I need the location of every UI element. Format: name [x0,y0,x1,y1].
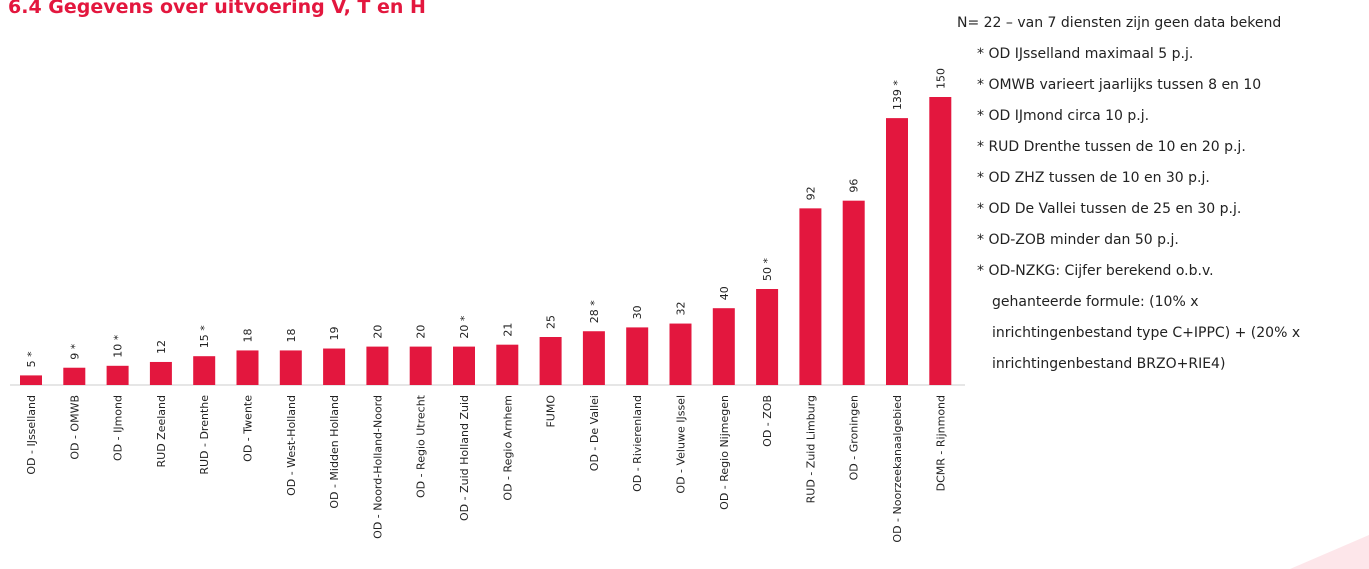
value-label: 10 * [112,334,125,357]
note: * OMWB varieert jaarlijks tussen 8 en 10 [977,77,1261,93]
x-tick-label: OD - ZOB [761,395,774,447]
value-label: 5 * [25,351,38,367]
note: * OD-ZOB minder dan 50 p.j. [977,232,1179,248]
value-label: 19 [328,327,341,341]
value-label: 32 [675,302,688,316]
bar [842,200,865,385]
note: inrichtingenbestand BRZO+RIE4) [992,356,1225,372]
bar [496,344,519,385]
x-tick-label: OD - Twente [242,395,255,462]
note: * OD-NZKG: Cijfer berekend o.b.v. [977,263,1214,279]
value-label: 40 [718,286,731,300]
bar [20,375,42,385]
x-tick-label: OD - Zuid Holland Zuid [458,395,471,521]
bar [756,289,779,385]
value-label: 21 [501,323,514,337]
bar [409,346,432,385]
x-tick-label: OD - Regio Utrecht [415,394,428,498]
bar [669,323,692,385]
value-label: 139 * [891,80,904,110]
note: * OD IJmond circa 10 p.j. [977,108,1149,124]
x-tick-label: RUD - Drenthe [198,395,211,475]
x-tick-label: OD - OMWB [68,395,81,460]
value-label: 12 [155,340,168,354]
bar [63,367,86,385]
x-tick-label: OD - Regio Nijmegen [718,395,731,510]
x-tick-label: OD - Groningen [848,395,861,480]
x-tick-label: OD - Midden Holland [328,395,341,509]
bar [236,350,259,385]
x-tick-label: RUD Zeeland [155,395,168,467]
note: * RUD Drenthe tussen de 10 en 20 p.j. [977,139,1246,155]
bar [106,365,129,385]
bar [193,356,216,385]
value-label: 50 * [761,258,774,281]
x-tick-label: OD - De Vallei [588,395,601,471]
chart-title: 6.4 Gegevens over uitvoering V, T en H [8,0,426,18]
x-tick-label: OD - Regio Arnhem [501,395,514,501]
value-label: 30 [631,305,644,319]
value-label: 18 [242,328,255,342]
note: N= 22 – van 7 diensten zijn geen data be… [957,15,1281,31]
value-label: 28 * [588,300,601,323]
bar [539,337,562,385]
bar [366,346,389,385]
value-label: 20 [371,325,384,339]
bar [712,308,735,385]
note: * OD De Vallei tussen de 25 en 30 p.j. [977,201,1241,217]
note: gehanteerde formule: (10% x [992,294,1199,310]
value-label: 96 [848,179,861,193]
value-label: 9 * [68,343,81,359]
bar [799,208,822,385]
bar [929,97,952,385]
value-label: 18 [285,328,298,342]
bar [323,348,346,385]
x-tick-label: OD - Veluwe IJssel [675,395,688,494]
x-tick-label: OD - Noord-Holland-Noord [371,395,384,539]
x-tick-label: OD - West-Holland [285,395,298,496]
note: * OD ZHZ tussen de 10 en 30 p.j. [977,170,1210,186]
x-tick-label: OD - Noorzeekanaalgebied [891,395,904,543]
value-label: 15 * [198,325,211,348]
value-label: 20 * [458,315,471,338]
note: * OD IJsselland maximaal 5 p.j. [977,46,1193,62]
bar [279,350,302,385]
bar [453,346,475,385]
x-tick-label: OD - IJsselland [25,395,38,475]
bar [886,118,908,386]
x-tick-label: RUD - Zuid Limburg [804,395,817,503]
x-tick-label: OD - IJmond [112,395,125,461]
decoration [1290,535,1369,569]
bar [582,331,605,385]
bar [626,327,649,385]
bar [149,361,172,385]
note: inrichtingenbestand type C+IPPC) + (20% … [992,325,1300,341]
value-label: 92 [804,186,817,200]
value-label: 150 [934,68,947,89]
value-label: 25 [545,315,558,329]
value-label: 20 [415,325,428,339]
x-tick-label: DCMR - Rijnmond [934,395,947,491]
x-tick-label: FUMO [545,395,558,428]
x-tick-label: OD - Rivierenland [631,395,644,492]
